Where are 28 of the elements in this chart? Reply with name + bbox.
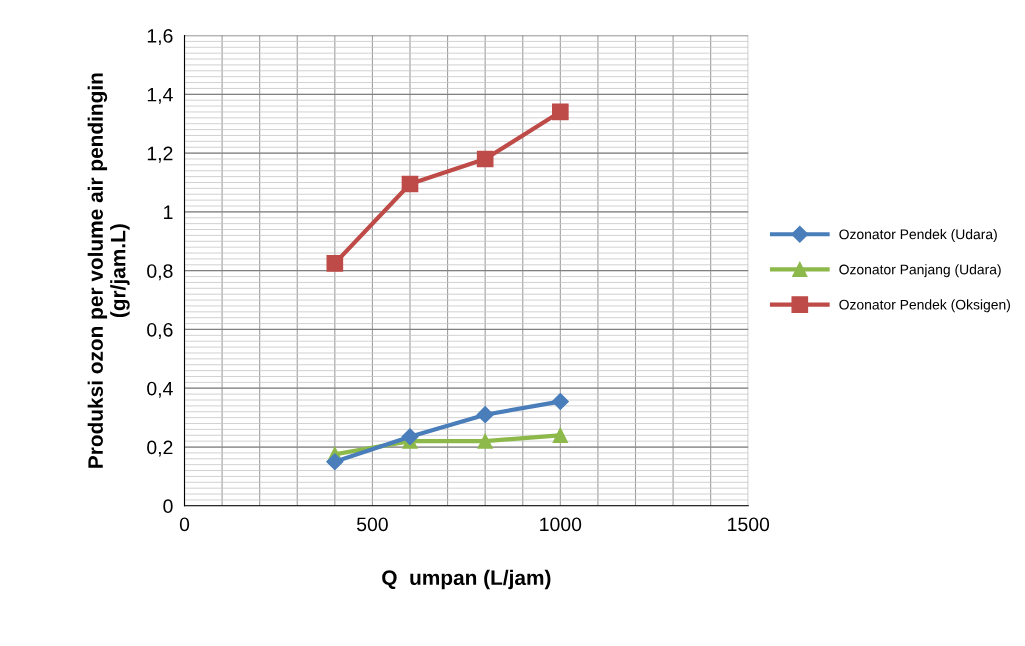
y-tick-label: 1,6: [147, 29, 173, 46]
point: [476, 406, 494, 424]
point: [326, 254, 344, 272]
y-axis-title: Produksi ozon per volume air pendingin (gr/jam.L): [87, 73, 130, 468]
x-tick-label: 0: [179, 517, 190, 532]
point: [476, 150, 494, 168]
x-tick-label: 1000: [540, 517, 582, 532]
y-tick-label: 0: [163, 499, 173, 514]
y-tick-label: 1,4: [147, 87, 173, 104]
legend-label: Ozonator Pendek (Oksigen): [839, 299, 1010, 313]
point: [551, 392, 569, 411]
y-tick-label: 0,2: [147, 440, 173, 457]
point: [401, 175, 419, 193]
y-tick-label: 1,2: [147, 146, 173, 163]
x-tick-label: 500: [356, 517, 388, 532]
x-tick-label: 1500: [728, 517, 770, 532]
legend-label: Ozonator Pendek (Udara): [839, 229, 997, 242]
x-axis-title: Q umpan (L/jam): [382, 569, 551, 590]
point: [477, 433, 493, 449]
y-tick-label: 0,6: [147, 322, 173, 339]
y-tick-label: 1: [164, 205, 173, 219]
point: [551, 103, 569, 121]
point: [326, 453, 344, 471]
point: [401, 428, 419, 446]
legend-label: Ozonator Panjang (Udara): [839, 264, 1001, 278]
point: [552, 427, 568, 443]
y-tick-label: 0,4: [147, 381, 173, 398]
y-tick-label: 0,8: [147, 264, 173, 281]
